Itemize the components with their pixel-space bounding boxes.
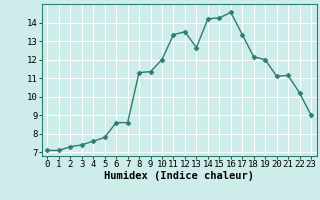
X-axis label: Humidex (Indice chaleur): Humidex (Indice chaleur) xyxy=(104,171,254,181)
